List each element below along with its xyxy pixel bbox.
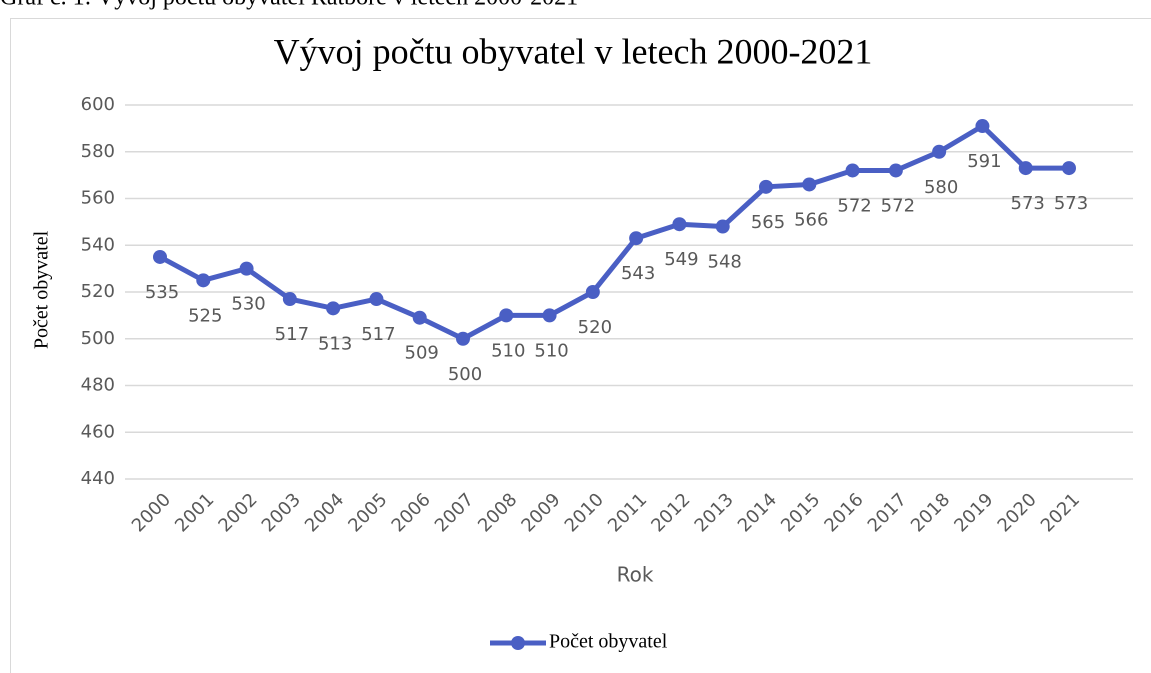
point — [888, 163, 903, 178]
data-label: 525 — [188, 305, 222, 326]
point — [1018, 161, 1033, 176]
x-tick-label: 2003 — [258, 489, 305, 536]
legend-label: Počet obyvatel — [549, 631, 668, 653]
data-label: 513 — [318, 333, 352, 354]
y-tick-label: 580 — [81, 141, 115, 162]
data-label: 572 — [837, 195, 871, 216]
x-tick-label: 2009 — [517, 489, 564, 536]
data-label: 535 — [145, 282, 179, 303]
point — [369, 292, 384, 307]
line — [158, 123, 1069, 342]
point — [585, 285, 600, 299]
chart-title: Vývoj počtu obyvatel v letech 2000-2021 — [274, 31, 873, 71]
point — [282, 292, 297, 307]
data-label: 549 — [664, 249, 698, 270]
data-label: 530 — [231, 294, 265, 315]
data-label: 509 — [405, 343, 439, 364]
point — [629, 231, 644, 246]
point — [326, 301, 341, 316]
y-tick-label: 460 — [81, 421, 115, 442]
x-tick-label: 2011 — [604, 489, 651, 536]
y-tick-label: 560 — [81, 188, 115, 209]
data-label: 520 — [578, 317, 612, 338]
point — [975, 119, 990, 134]
x-tick-label: 2006 — [388, 489, 435, 536]
data-label: 517 — [361, 324, 395, 345]
point — [759, 179, 773, 194]
data-label: 591 — [967, 151, 1001, 172]
data-label: 500 — [448, 364, 482, 385]
data-label: 566 — [794, 209, 828, 230]
x-tick-label: 2000 — [128, 489, 175, 536]
x-tick-label: 2007 — [431, 489, 478, 536]
x-tick-label: 2013 — [691, 489, 738, 536]
point — [542, 308, 557, 323]
point — [672, 217, 687, 232]
x-tick-label: 2014 — [734, 489, 781, 536]
x-tick-label: 2008 — [474, 489, 521, 536]
point — [499, 308, 514, 323]
data-label: 573 — [1054, 193, 1088, 214]
data-label: 510 — [491, 340, 525, 361]
x-tick-label: 2016 — [820, 489, 867, 536]
x-tick-label: 2015 — [777, 489, 824, 536]
point — [412, 310, 427, 325]
x-tick-label: 2018 — [907, 489, 954, 536]
data-label: 548 — [708, 252, 742, 273]
y-tick-label: 500 — [81, 328, 115, 349]
y-tick-label: 520 — [81, 281, 115, 302]
point — [715, 219, 730, 234]
data-label: 543 — [621, 263, 655, 284]
data-label: 572 — [881, 195, 915, 216]
x-tick-label: 2001 — [171, 489, 218, 536]
x-tick-label: 2010 — [561, 489, 608, 536]
x-tick-label: 2012 — [647, 489, 694, 536]
x-tick-label: 2021 — [1037, 489, 1084, 536]
x-tick-label: 2019 — [950, 489, 997, 536]
x-axis-label: Rok — [617, 563, 654, 587]
point — [196, 273, 211, 288]
point — [239, 261, 254, 276]
point — [932, 144, 947, 159]
data-label: 510 — [534, 340, 568, 361]
y-tick-label: 440 — [81, 468, 115, 489]
x-tick-label: 2005 — [344, 489, 391, 536]
y-axis-label: Počet obyvatel — [31, 230, 53, 349]
data-label: 565 — [751, 212, 785, 233]
point — [802, 177, 817, 192]
y-tick-label: 540 — [81, 234, 115, 255]
chart-frame — [10, 18, 1151, 673]
point — [456, 331, 470, 346]
y-tick-label: 480 — [81, 375, 115, 396]
x-tick-label: 2017 — [864, 489, 911, 536]
point — [1062, 161, 1076, 176]
caption: Graf č. 1: Vývoj počtu obyvatel Ratboře … — [0, 0, 578, 11]
data-label: 573 — [1011, 193, 1045, 214]
x-tick-label: 2020 — [994, 489, 1041, 536]
point — [845, 163, 860, 178]
legend-marker — [511, 636, 525, 650]
y-tick-label: 600 — [81, 94, 115, 115]
point — [153, 249, 167, 264]
data-label: 580 — [924, 177, 958, 198]
data-label: 517 — [275, 324, 309, 345]
x-tick-label: 2004 — [301, 489, 348, 536]
x-tick-label: 2002 — [214, 489, 261, 536]
